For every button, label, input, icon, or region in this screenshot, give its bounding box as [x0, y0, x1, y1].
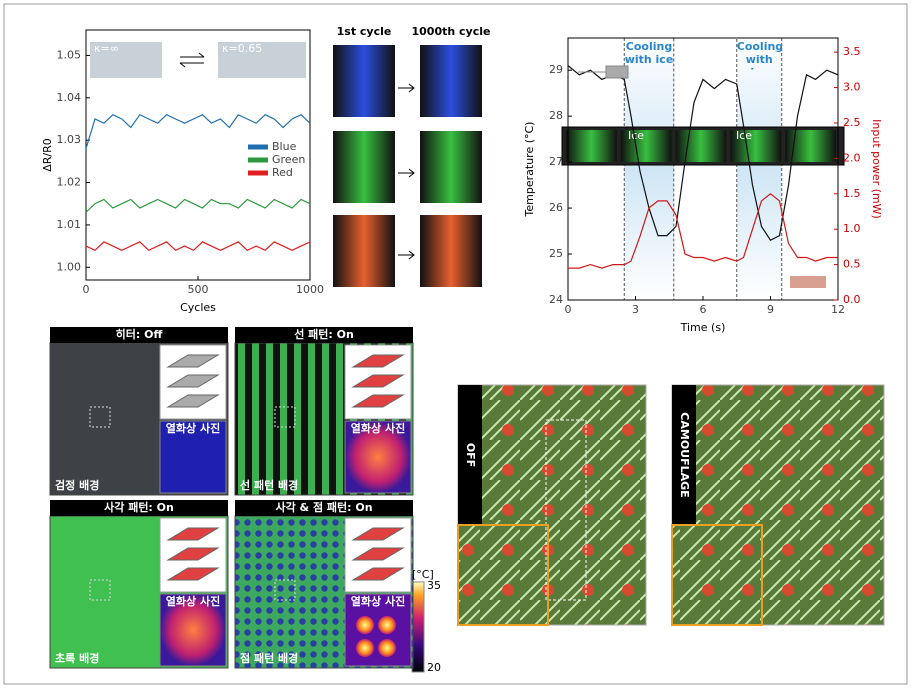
photo [420, 131, 482, 203]
y2-tick-label: 1.5 [843, 187, 861, 200]
y-tick-label: 27 [549, 155, 563, 168]
background-label: 선 패턴 배경 [240, 478, 298, 492]
thermal-label: 열화상 사진 [351, 421, 405, 435]
photo [420, 45, 482, 117]
y-tick-label: 1.00 [57, 260, 82, 273]
background-label: 검정 배경 [55, 478, 99, 492]
x-tick-label: 0 [83, 283, 90, 296]
series-line [86, 200, 310, 213]
annotation: Cooling with ice [737, 40, 782, 70]
y2-tick-label: 3.0 [843, 81, 861, 94]
colorbar [412, 582, 424, 672]
annotation: Cooling with ice [624, 40, 674, 70]
y-tick-label: 24 [549, 293, 563, 306]
y2-tick-label: 2.5 [843, 116, 861, 129]
panel-title: 선 패턴: On [294, 327, 354, 341]
x-axis-label: Cycles [180, 301, 216, 314]
y-tick-label: 1.02 [57, 176, 82, 189]
y-axis-label: ΔR/R0 [41, 138, 54, 172]
thermal-label: 열화상 사진 [166, 594, 220, 608]
panel-title: 사각 패턴: On [104, 500, 174, 514]
annotation-text: Cooling with ice [624, 40, 674, 66]
y-tick-label: 25 [549, 247, 563, 260]
inset-frame [785, 130, 836, 162]
panel-title: 히터: Off [116, 327, 163, 341]
y-tick-label: 29 [549, 63, 563, 76]
y2-tick-label: 3.5 [843, 45, 861, 58]
photo [333, 215, 395, 287]
photo [420, 215, 482, 287]
inset-label: Ice [628, 129, 644, 142]
column-header: 1000th cycle [412, 25, 491, 38]
arrow [398, 84, 414, 259]
x-tick-label: 500 [188, 283, 209, 296]
legend-label: Red [272, 166, 293, 179]
swap-arrow [180, 53, 204, 67]
y2-axis-label: Input power (mW) [870, 119, 883, 219]
column-header: 1st cycle [337, 25, 392, 38]
inset-frame [676, 130, 727, 162]
x-tick-label: 1000 [296, 283, 324, 296]
state-label: OFF [464, 443, 477, 467]
thermal-label: 열화상 사진 [351, 594, 405, 608]
background-label: 점 패턴 배경 [240, 651, 298, 665]
photo [333, 131, 395, 203]
thermal-spot [378, 616, 396, 634]
annotation-text: Cooling with ice [737, 40, 782, 70]
y-tick-label: 26 [549, 201, 563, 214]
series-line [86, 242, 310, 250]
photo [672, 385, 884, 625]
legend-label: Green [272, 153, 305, 166]
x-tick-label: 6 [700, 303, 707, 316]
y2-tick-label: 1.0 [843, 222, 861, 235]
thermal-spot [356, 616, 374, 634]
y-axis-label: Temperature (°C) [523, 122, 536, 218]
y-tick-label: 28 [549, 109, 563, 122]
x-axis-label: Time (s) [680, 321, 726, 334]
inset-label: κ=0.65 [222, 42, 262, 55]
y-tick-label: 1.03 [57, 133, 82, 146]
x-tick-label: 3 [632, 303, 639, 316]
y2-tick-label: 0.0 [843, 293, 861, 306]
y-tick-label: 1.01 [57, 218, 82, 231]
x-tick-label: 0 [565, 303, 572, 316]
thermal-label: 열화상 사진 [166, 421, 220, 435]
photo [458, 385, 646, 625]
state-label: CAMOUFLAGE [678, 412, 691, 497]
series-line [568, 194, 838, 268]
y-tick-label: 1.05 [57, 48, 82, 61]
thermal-spot [378, 639, 396, 657]
photo [333, 45, 395, 117]
axis-arrow [790, 276, 826, 288]
shaded-region [737, 38, 782, 300]
thermal-spot [356, 639, 374, 657]
figure: 050010001.001.011.021.031.041.05BlueGree… [0, 0, 912, 689]
background-label: 초록 배경 [55, 651, 99, 665]
colorbar-max: 35 [427, 579, 441, 592]
panel-title: 사각 & 점 패턴: On [275, 500, 372, 514]
y2-tick-label: 2.0 [843, 151, 861, 164]
y2-tick-label: 0.5 [843, 258, 861, 271]
axis-arrow [578, 66, 628, 78]
x-tick-label: 9 [767, 303, 774, 316]
y-tick-label: 1.04 [57, 91, 82, 104]
inset-label: κ=∞ [94, 42, 119, 55]
colorbar-min: 20 [427, 661, 441, 674]
inset-frame [566, 130, 617, 162]
legend-label: Blue [272, 140, 297, 153]
